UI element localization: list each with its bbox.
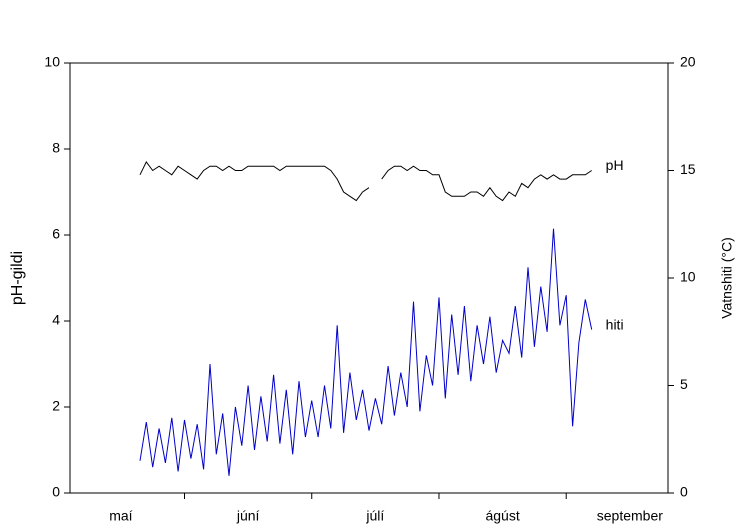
x-tick-label: september xyxy=(597,508,663,524)
y2-tick-label: 5 xyxy=(680,376,688,392)
x-tick-label: júní xyxy=(236,508,260,524)
series-line xyxy=(139,160,592,202)
x-tick-label: júlí xyxy=(365,508,384,524)
y-tick-label: 6 xyxy=(52,226,60,242)
y-axis-title: pH-gildi xyxy=(9,251,26,305)
y-tick-label: 4 xyxy=(52,312,60,328)
y2-tick-label: 20 xyxy=(680,54,696,70)
y-tick-label: 2 xyxy=(52,398,60,414)
x-tick-label: ágúst xyxy=(485,508,519,524)
y2-tick-label: 0 xyxy=(680,484,688,500)
y-tick-label: 8 xyxy=(52,140,60,156)
series-label: pH xyxy=(606,157,624,173)
y2-tick-label: 10 xyxy=(680,269,696,285)
series-label: hiti xyxy=(606,316,624,332)
y2-axis-title: Vatnshiti (°C) xyxy=(719,237,735,319)
y-tick-label: 10 xyxy=(44,54,60,70)
y2-tick-label: 15 xyxy=(680,161,696,177)
y-tick-label: 0 xyxy=(52,484,60,500)
series-line xyxy=(139,228,593,476)
x-tick-label: maí xyxy=(109,508,132,524)
